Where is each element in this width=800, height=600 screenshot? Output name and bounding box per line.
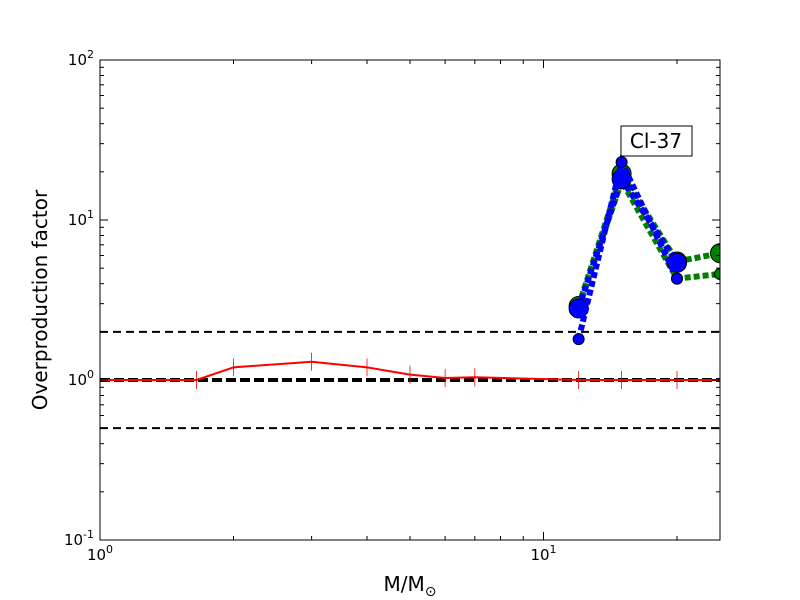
y-tick-label: 100 <box>68 368 94 389</box>
series-line <box>100 360 720 381</box>
y-tick-label: 102 <box>68 48 94 69</box>
x-axis-title: M/M⊙ <box>384 572 437 600</box>
y-axis-title: Overproduction factor <box>28 189 52 410</box>
plot-area <box>100 60 720 540</box>
y-tick-label: 101 <box>68 208 94 229</box>
tick-marks <box>100 60 720 540</box>
x-axis-title-main: M/M <box>384 572 425 596</box>
annotation-frame <box>620 125 693 157</box>
data-point <box>572 333 585 346</box>
data-point <box>714 267 720 280</box>
data-point <box>615 156 628 169</box>
data-point <box>710 243 720 264</box>
x-tick-label: 101 <box>530 543 556 564</box>
annotation-label: Cl-37 <box>630 129 682 153</box>
series-layer <box>100 153 720 389</box>
x-axis-title-sub: ⊙ <box>425 584 437 600</box>
plot-frame <box>99 59 721 541</box>
series-0 <box>100 352 720 389</box>
annotation-box: Cl-37 <box>620 125 693 157</box>
series-4 <box>572 153 684 346</box>
y-tick-label: 10-1 <box>64 528 94 549</box>
x-tick-label: 100 <box>87 543 113 564</box>
data-point <box>671 272 684 285</box>
